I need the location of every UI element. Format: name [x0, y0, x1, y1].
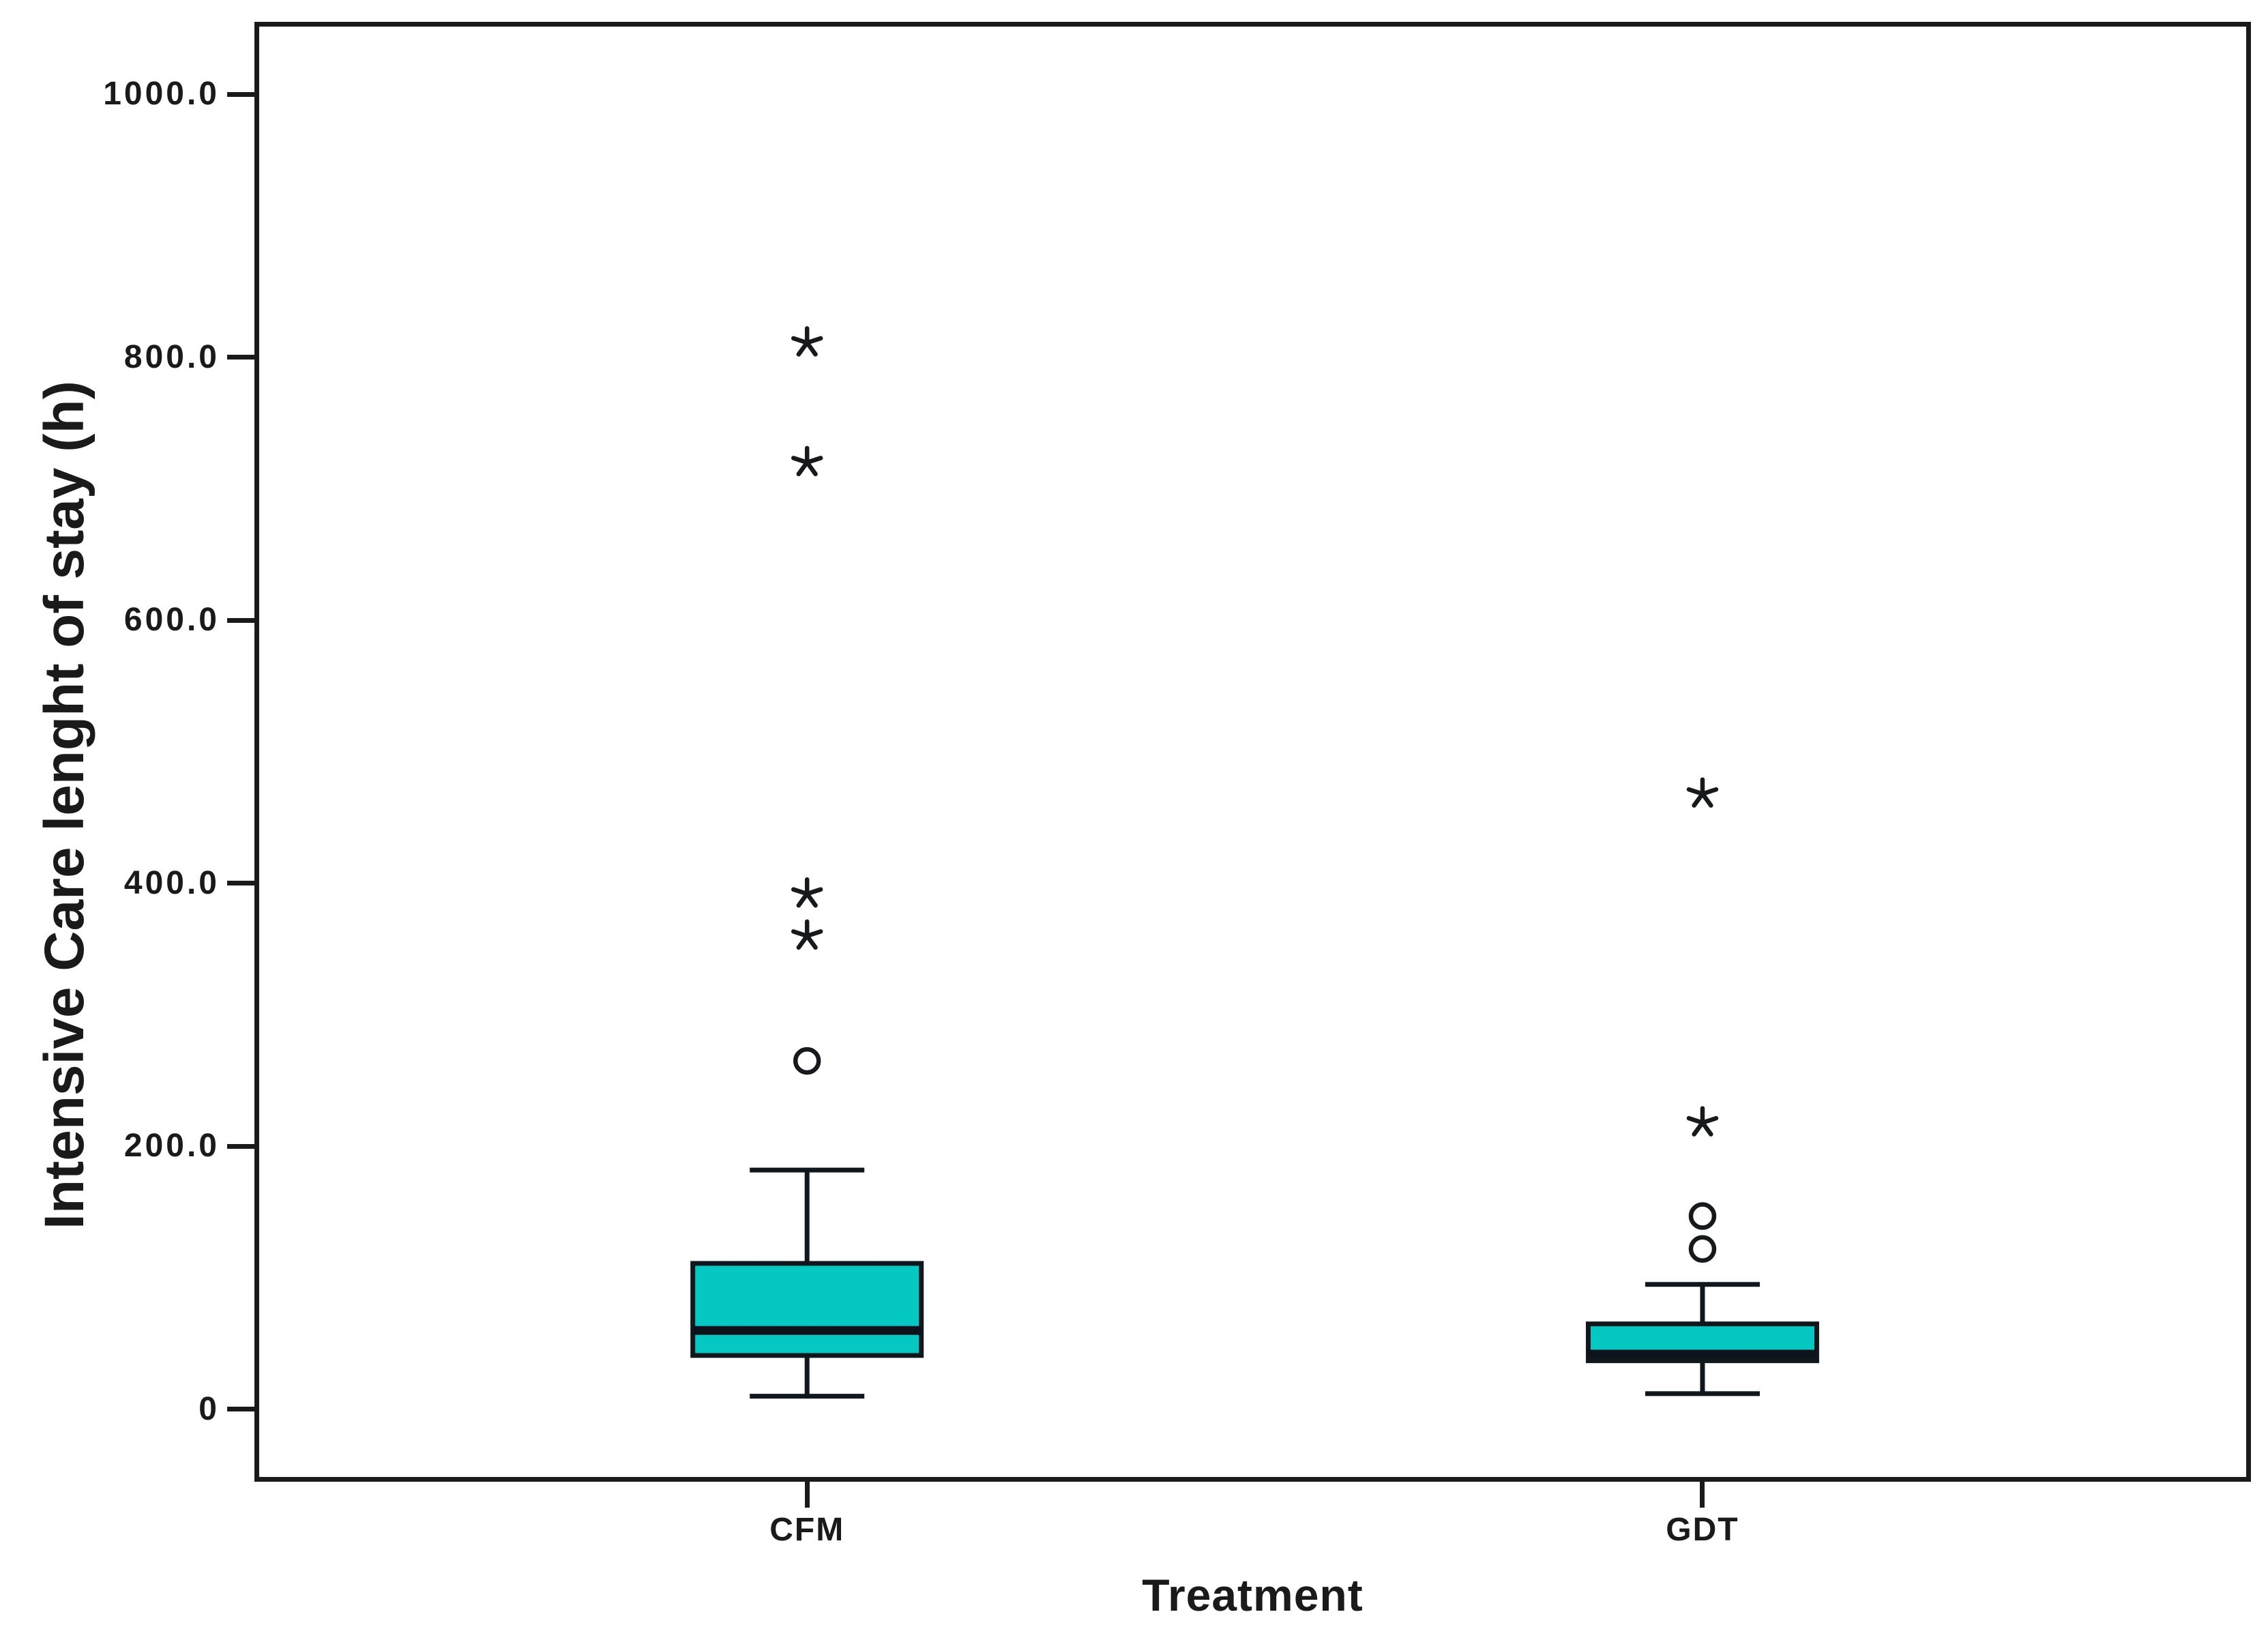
outlier-star-CFM-392	[791, 877, 823, 908]
outlier-circle-GDT-147	[1688, 1202, 1717, 1230]
y-tick-mark-1000.0	[227, 91, 254, 97]
y-tick-label-600.0: 600.0	[123, 602, 220, 639]
outlier-star-CFM-720	[791, 445, 823, 477]
y-tick-label-400.0: 400.0	[123, 864, 220, 901]
x-tick-mark-GDT	[1700, 1482, 1705, 1508]
category-label-GDT: GDT	[1666, 1512, 1739, 1548]
outlier-star-CFM-360	[791, 919, 823, 950]
outlier-circle-GDT-122	[1688, 1235, 1717, 1263]
y-tick-mark-200.0	[227, 1143, 254, 1149]
y-tick-label-1000.0: 1000.0	[103, 76, 220, 113]
plot-frame-border	[254, 22, 2251, 1482]
y-tick-mark-600.0	[227, 617, 254, 623]
x-axis-title: Treatment	[1142, 1570, 1364, 1620]
outlier-circle-CFM-265	[793, 1046, 821, 1075]
outlier-star-CFM-811	[791, 326, 823, 357]
category-label-CFM: CFM	[769, 1512, 845, 1548]
boxplot-svg	[254, 22, 2251, 1482]
y-tick-label-200.0: 200.0	[123, 1128, 220, 1165]
y-axis-title: Intensive Care lenght of stay (h)	[33, 381, 95, 1229]
y-tick-label-800.0: 800.0	[123, 338, 220, 375]
y-tick-label-0: 0	[198, 1390, 220, 1427]
x-tick-mark-CFM	[804, 1482, 810, 1508]
outlier-star-GDT-218	[1686, 1106, 1719, 1137]
outlier-star-GDT-468	[1686, 777, 1719, 808]
y-tick-mark-400.0	[227, 881, 254, 886]
y-tick-mark-0	[227, 1407, 254, 1412]
plot-area	[254, 22, 2251, 1482]
y-tick-mark-800.0	[227, 355, 254, 360]
box-CFM	[690, 1261, 924, 1358]
